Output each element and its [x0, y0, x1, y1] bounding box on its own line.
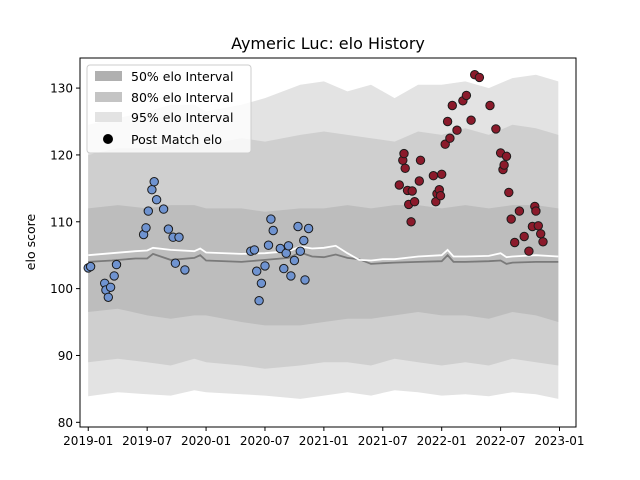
elo-point	[466, 115, 476, 125]
elo-point	[303, 223, 314, 234]
elo-point	[103, 292, 114, 302]
legend-label-post-match: Post Match elo	[131, 132, 222, 147]
elo-point	[295, 246, 305, 256]
elo-point	[286, 271, 296, 281]
legend-frame	[86, 64, 252, 154]
elo-point	[170, 258, 181, 268]
x-tick-label: 2019-01	[63, 434, 113, 448]
elo-point	[435, 191, 446, 201]
elo-point	[409, 197, 420, 207]
elo-point	[300, 275, 310, 285]
elo-point	[111, 259, 122, 270]
elo-point	[293, 221, 303, 232]
elo-point	[531, 206, 541, 216]
elo-point	[400, 163, 410, 174]
legend-swatch-95	[95, 112, 122, 122]
elo-point	[399, 148, 409, 159]
y-axis-label: elo score	[23, 214, 38, 271]
elo-point	[407, 186, 417, 196]
elo-point	[461, 90, 472, 101]
elo-point	[105, 282, 116, 292]
elo-point	[279, 263, 289, 274]
elo-point	[474, 72, 485, 83]
plot-frame	[79, 57, 577, 428]
elo-point	[109, 271, 119, 281]
elo-point	[151, 195, 162, 205]
elo-point	[174, 232, 184, 242]
elo-point	[510, 237, 520, 248]
y-tick-label: 130	[50, 82, 73, 96]
y-tick-label: 100	[50, 282, 73, 296]
elo-point	[143, 206, 154, 216]
elo-point	[524, 246, 534, 256]
elo-point	[254, 296, 264, 306]
legend-swatch-50	[95, 71, 122, 81]
legend-label-80: 80% elo Interval	[131, 90, 233, 105]
elo-point	[538, 237, 548, 247]
expected-elo-line	[88, 244, 559, 262]
elo-point	[533, 221, 543, 231]
legend-label-95: 95% elo Interval	[131, 110, 233, 125]
legend-swatch-80	[95, 92, 122, 102]
y-tick-label: 80	[58, 416, 73, 430]
elo-point	[163, 224, 174, 234]
elo-point	[252, 266, 262, 276]
elo-point	[283, 241, 294, 251]
elo-point	[85, 261, 96, 272]
elo-point	[260, 261, 270, 271]
elo-point	[445, 133, 455, 143]
band-50	[88, 205, 559, 326]
legend-marker-post-match	[103, 134, 113, 144]
x-tick-label: 2019-07	[122, 434, 172, 448]
elo-point	[447, 100, 457, 111]
elo-point	[504, 187, 514, 198]
elo-point	[437, 169, 447, 180]
y-tick-label: 90	[58, 349, 73, 363]
elo-point	[406, 217, 416, 227]
elo-point	[141, 223, 151, 233]
elo-point	[499, 160, 509, 170]
elo-point	[268, 225, 278, 236]
elo-point	[249, 245, 260, 255]
y-tick-label: 110	[50, 215, 73, 229]
elo-point	[501, 151, 512, 162]
x-tick-label: 2021-07	[358, 434, 408, 448]
elo-point	[158, 204, 169, 214]
elo-point	[452, 125, 462, 135]
elo-point	[519, 231, 529, 242]
x-tick-label: 2023-01	[534, 434, 584, 448]
x-tick-label: 2020-01	[181, 434, 231, 448]
elo-point	[394, 180, 404, 190]
elo-point	[442, 116, 453, 127]
x-tick-label: 2022-07	[476, 434, 526, 448]
elo-point	[414, 176, 424, 186]
chart-title: Aymeric Luc: elo History	[231, 34, 425, 53]
elo-point	[485, 100, 495, 111]
elo-point	[299, 235, 309, 246]
x-tick-label: 2021-01	[299, 434, 349, 448]
elo-point	[536, 229, 546, 239]
elo-point	[263, 240, 274, 250]
elo-point	[289, 255, 300, 266]
post-match-points	[83, 70, 548, 306]
elo-point	[491, 124, 501, 134]
y-tick-label: 120	[50, 148, 73, 162]
legend-label-50: 50% elo Interval	[131, 69, 233, 84]
elo-point	[180, 265, 190, 275]
elo-point	[266, 214, 276, 224]
elo-point	[428, 171, 439, 181]
x-tick-label: 2022-01	[417, 434, 467, 448]
elo-point	[149, 177, 159, 187]
y-axis: 80 90 100 110 120 130	[50, 82, 80, 430]
x-axis: 2019-01 2019-07 2020-01 2020-07 2021-01 2021-…	[63, 427, 585, 448]
elo-point	[147, 185, 157, 195]
elo-point	[506, 214, 516, 224]
elo-point	[256, 278, 267, 288]
elo-point	[415, 155, 426, 166]
legend: 50% elo Interval 80% elo Interval 95% el…	[86, 64, 252, 154]
x-tick-label: 2020-07	[240, 434, 290, 448]
elo-point	[514, 206, 525, 216]
